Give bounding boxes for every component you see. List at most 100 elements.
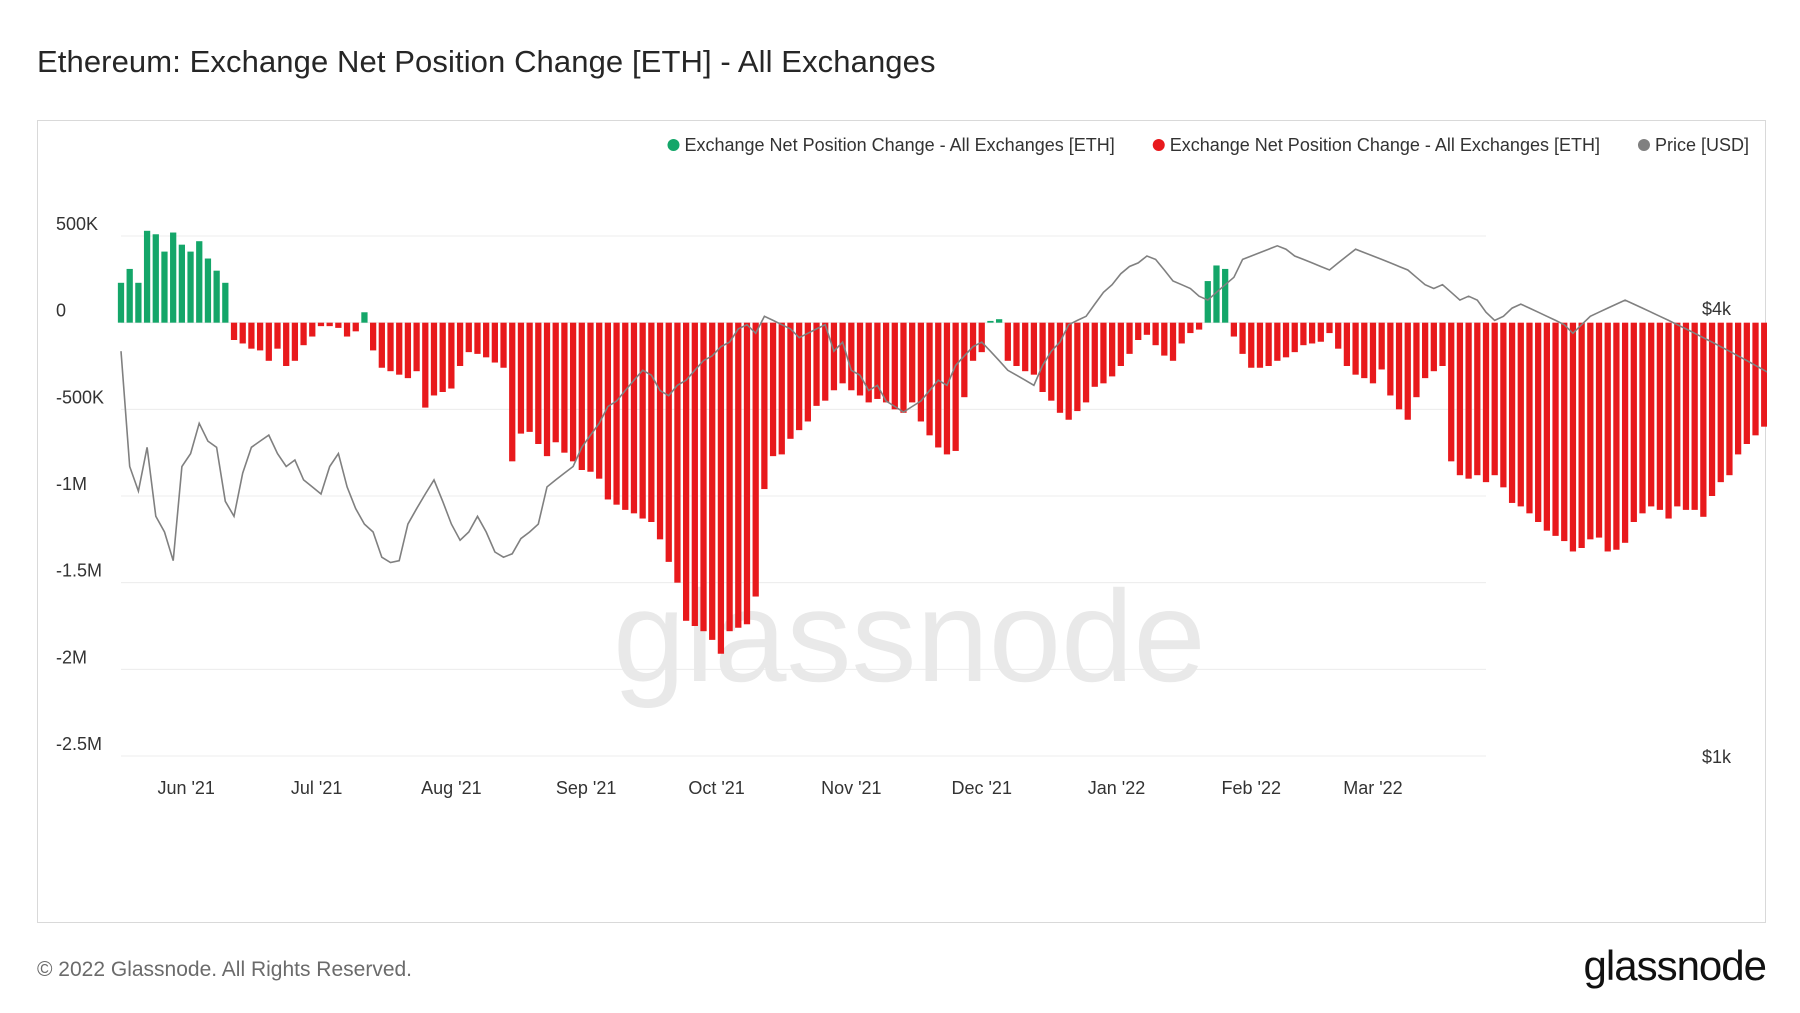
grid-layer: [121, 235, 1486, 757]
bar-negative: [596, 322, 603, 479]
bar-negative: [656, 322, 664, 540]
legend: Exchange Net Position Change - All Excha…: [667, 135, 1749, 155]
bar-negative: [526, 322, 533, 432]
bar-positive: [987, 320, 994, 323]
bar-negative: [1082, 322, 1090, 403]
bar-negative: [1195, 322, 1203, 330]
y-right-tick-label: $4k: [1702, 299, 1732, 319]
bars-layer: [117, 230, 1767, 654]
bar-positive: [213, 270, 220, 323]
bar-negative: [865, 322, 872, 403]
bar-negative: [1482, 322, 1490, 483]
bar-negative: [961, 322, 968, 398]
bar-negative: [909, 322, 916, 403]
bar-negative: [1378, 322, 1385, 370]
bar-negative: [1152, 322, 1159, 346]
bar-negative: [674, 322, 681, 583]
chart-panel: glassnode 500K 0 -500K -1M -1.5M -2M -2.5M $4k $…: [37, 120, 1767, 923]
bar-negative: [1117, 322, 1124, 366]
bar-negative: [404, 322, 412, 379]
bar-negative: [613, 322, 620, 505]
bar-negative: [1352, 322, 1359, 375]
bar-negative: [1135, 322, 1142, 340]
bar-negative: [378, 322, 385, 368]
bar-negative: [396, 322, 403, 375]
legend-dot: [1637, 139, 1650, 151]
bar-negative: [1361, 322, 1368, 379]
bar-negative: [1552, 322, 1559, 536]
bar-negative: [1282, 322, 1290, 358]
y-left-tick-label: -500K: [56, 387, 104, 407]
bar-positive: [361, 312, 368, 323]
bar-negative: [256, 322, 264, 351]
bar-negative: [891, 322, 898, 410]
bar-negative: [1465, 322, 1472, 479]
bar-negative: [456, 322, 464, 366]
bar-negative: [1308, 322, 1316, 344]
bar-negative: [630, 322, 638, 514]
legend-dot: [667, 139, 680, 151]
bar-negative: [1456, 322, 1464, 476]
bar-negative: [230, 322, 238, 340]
bar-negative: [796, 322, 803, 431]
bar-negative: [935, 322, 942, 448]
bar-negative: [917, 322, 924, 422]
legend-item-label: Price [USD]: [1655, 135, 1749, 155]
bar-negative: [535, 322, 542, 444]
bar-negative: [1369, 322, 1377, 384]
bar-negative: [335, 322, 342, 328]
y-left-tick-label: -1M: [56, 474, 87, 494]
bar-negative: [700, 322, 707, 632]
bar-negative: [300, 322, 307, 346]
bar-negative: [1056, 322, 1064, 413]
bar-negative: [317, 322, 325, 327]
bar-negative: [1526, 322, 1533, 514]
bar-negative: [709, 322, 716, 640]
bar-negative: [239, 322, 246, 344]
bar-negative: [639, 322, 646, 519]
bar-positive: [222, 282, 229, 323]
bar-negative: [1300, 322, 1307, 346]
bar-positive: [126, 268, 133, 323]
bar-negative: [952, 322, 959, 451]
bar-negative: [769, 322, 777, 457]
bar-negative: [1317, 322, 1324, 342]
axes-layer: 500K 0 -500K -1M -1.5M -2M -2.5M $4k $1k Jun '21 J…: [56, 214, 1732, 798]
bar-negative: [491, 322, 498, 363]
bar-negative: [569, 322, 577, 462]
bar-negative: [665, 322, 672, 562]
bar-negative: [761, 322, 768, 490]
bar-negative: [1439, 322, 1446, 366]
bar-negative: [1726, 322, 1733, 476]
bar-negative: [1126, 322, 1133, 354]
bar-negative: [1187, 322, 1194, 334]
bar-negative: [1169, 322, 1177, 361]
bar-negative: [1543, 322, 1550, 531]
bar-negative: [874, 322, 881, 399]
bar-negative: [1413, 322, 1420, 398]
bar-negative: [804, 322, 811, 422]
bar-negative: [1604, 322, 1611, 552]
bar-negative: [422, 322, 429, 408]
bar-negative: [1013, 322, 1020, 366]
bar-positive: [170, 232, 177, 323]
bar-negative: [430, 322, 438, 396]
bar-negative: [1161, 322, 1168, 356]
bar-negative: [1448, 322, 1455, 462]
bar-negative: [1422, 322, 1429, 379]
bar-negative: [1578, 322, 1585, 548]
bar-negative: [1691, 322, 1698, 510]
bar-negative: [387, 322, 394, 372]
bar-negative: [1256, 322, 1264, 368]
bar-negative: [683, 322, 690, 621]
bar-negative: [1561, 322, 1568, 542]
x-tick-label: Aug '21: [421, 778, 482, 798]
bar-negative: [1335, 322, 1342, 349]
y-right-tick-label: $1k: [1702, 747, 1732, 767]
bar-negative: [1039, 322, 1046, 392]
x-tick-label: Mar '22: [1343, 778, 1402, 798]
bar-positive: [1213, 265, 1220, 323]
x-tick-label: Jan '22: [1088, 778, 1145, 798]
bar-positive: [1204, 281, 1211, 323]
bar-negative: [1587, 322, 1594, 540]
